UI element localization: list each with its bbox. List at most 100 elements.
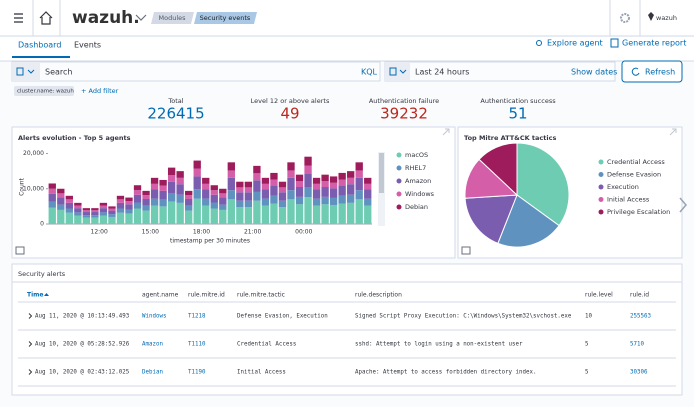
bar-segment xyxy=(347,184,355,195)
bar-segment xyxy=(364,198,372,206)
bar-segment xyxy=(278,187,287,193)
tab-bar xyxy=(0,37,694,61)
date-quick-menu[interactable] xyxy=(385,62,410,81)
bar-segment xyxy=(287,190,295,200)
filter-pill[interactable] xyxy=(14,86,74,96)
time-range[interactable]: Last 24 hours xyxy=(415,68,469,77)
breadcrumb[interactable] xyxy=(194,12,257,24)
bar-segment xyxy=(202,177,210,184)
legend-swatch xyxy=(396,191,402,197)
logo[interactable]: wazuh. xyxy=(72,8,140,28)
table-cell: T1218 xyxy=(188,314,206,320)
next-arrow[interactable] xyxy=(679,197,687,213)
menu-button[interactable] xyxy=(14,13,23,23)
bar-segment xyxy=(244,200,253,208)
bar-segment xyxy=(108,210,116,215)
bar-segment xyxy=(91,215,99,218)
bar-segment xyxy=(278,200,287,208)
bar-segment xyxy=(253,173,261,181)
bar-segment xyxy=(210,190,218,195)
bar-segment xyxy=(202,205,210,224)
bar-segment xyxy=(295,174,304,182)
bar-segment xyxy=(244,181,253,188)
legend-swatch xyxy=(396,165,402,171)
x-tick-label: 21:00 xyxy=(244,229,261,236)
action-link[interactable]: Generate report xyxy=(622,39,686,48)
y-tick-label: 10,000 xyxy=(23,185,44,192)
search-icon xyxy=(16,67,24,76)
bar-segment xyxy=(347,194,355,203)
column-header: rule.level xyxy=(585,292,613,299)
user-name[interactable]: wazuh xyxy=(656,14,677,22)
table-cell: Signed Script Proxy Execution: C:\Window… xyxy=(355,314,572,320)
expand-icon[interactable] xyxy=(669,128,677,136)
search-placeholder[interactable]: Search xyxy=(45,68,72,77)
bar-segment xyxy=(99,208,108,213)
bar-segment xyxy=(125,213,133,224)
x-tick-label: 15:00 xyxy=(142,229,159,236)
add-filter[interactable]: + Add filter xyxy=(81,87,119,95)
bar-segment xyxy=(125,209,133,214)
bar-segment xyxy=(48,201,56,208)
stat-label: Authentication failure xyxy=(369,97,439,105)
stat-value: 49 xyxy=(280,105,299,123)
filter-text[interactable]: cluster.name: wazuh xyxy=(17,89,74,95)
bar-segment xyxy=(193,189,201,199)
legend-label: Windows xyxy=(405,190,435,198)
bar-segment xyxy=(227,170,235,178)
column-header: Time xyxy=(27,292,43,299)
legend-swatch xyxy=(396,152,402,158)
bar-segment xyxy=(150,177,159,184)
bar-segment xyxy=(91,208,99,211)
bar-segment xyxy=(261,177,270,184)
legend-toggle[interactable] xyxy=(15,246,25,255)
action-link[interactable]: Explore agent xyxy=(547,39,603,48)
legend-swatch xyxy=(598,197,604,202)
bar-segment xyxy=(321,196,329,205)
bar-segment xyxy=(116,199,125,203)
bar-segment xyxy=(176,171,184,178)
bar-segment xyxy=(159,185,167,191)
legend-swatch xyxy=(598,209,604,215)
refresh-label[interactable]: Refresh xyxy=(645,68,675,77)
chevron xyxy=(27,69,35,74)
logo-menu[interactable] xyxy=(135,14,147,21)
bar-segment xyxy=(193,160,201,169)
bar-segment xyxy=(48,207,56,224)
bar-segment xyxy=(48,183,56,189)
legend-toggle[interactable] xyxy=(461,246,471,255)
bar-segment xyxy=(227,177,235,191)
tab[interactable]: Events xyxy=(74,41,101,50)
breadcrumb-text[interactable]: Security events xyxy=(200,14,251,22)
column-header: agent.name xyxy=(142,292,179,299)
bar-segment xyxy=(278,181,287,188)
bar-segment xyxy=(236,207,244,224)
bar-segment xyxy=(185,195,193,199)
bar-segment xyxy=(236,187,244,193)
breadcrumb-text[interactable]: Modules xyxy=(158,14,186,22)
tab[interactable]: Dashboard xyxy=(18,41,61,50)
bar-segment xyxy=(167,167,176,176)
expand-icon[interactable] xyxy=(442,128,450,136)
bar-segment xyxy=(74,212,82,216)
refresh-icon xyxy=(631,67,640,76)
home-button[interactable] xyxy=(39,11,53,25)
bar-segment xyxy=(202,198,210,206)
search-options[interactable] xyxy=(12,62,40,81)
bar-segment xyxy=(287,177,295,191)
settings-button[interactable] xyxy=(620,13,630,23)
breadcrumb[interactable] xyxy=(151,12,194,24)
bar-segment xyxy=(176,202,184,224)
bar-segment xyxy=(210,194,218,203)
bar-segment xyxy=(338,185,346,196)
bar-segment xyxy=(355,170,363,178)
query-language[interactable]: KQL xyxy=(361,68,378,77)
refresh-button[interactable] xyxy=(621,60,683,83)
bar-segment xyxy=(219,209,227,224)
show-dates[interactable]: Show dates xyxy=(571,68,617,77)
bar-segment xyxy=(347,171,355,178)
table-cell: sshd: Attempt to login using a non-exist… xyxy=(355,342,523,348)
column-header: rule.id xyxy=(630,292,649,299)
x-tick-label: 12:00 xyxy=(91,229,108,236)
